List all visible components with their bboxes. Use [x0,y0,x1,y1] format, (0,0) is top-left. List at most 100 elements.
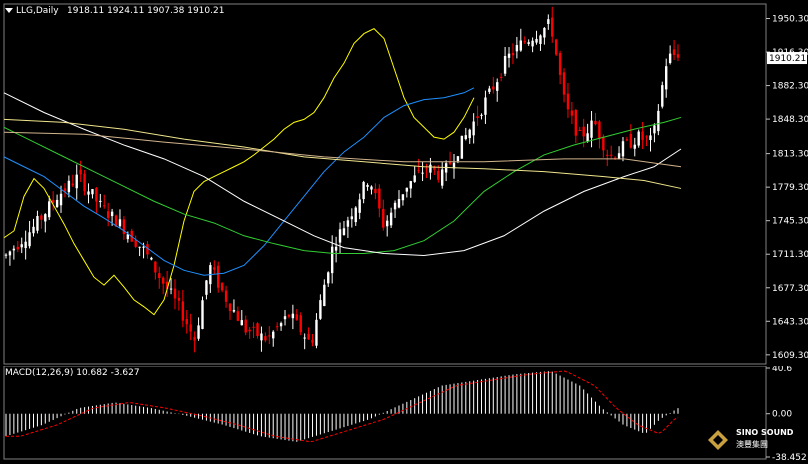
candle-body [20,244,23,248]
chart-ohlc-values: 1918.11 1924.11 1907.38 1910.21 [67,6,225,16]
candle-body [205,280,208,295]
candle-body [264,336,267,341]
macd-plot-frame [3,365,767,460]
candle-body [366,184,369,187]
candle-body [134,240,137,247]
price-y-tick-label: 1677.30 [772,284,808,294]
candle-body [350,216,354,220]
candle-body [629,133,633,148]
candle-body [40,215,43,220]
candle-body [193,336,196,341]
candle-body [594,120,597,125]
candle-body [543,27,546,38]
candle-body [499,76,503,78]
candle-body [126,234,130,240]
price-y-tick-label: 1643.30 [772,317,808,327]
candle-body [613,157,617,159]
price-y-tick-label: 1609.30 [772,351,808,361]
candle-body [319,300,322,319]
candle-body [472,121,475,136]
moving-average-line [3,92,682,257]
candle-body [36,215,39,231]
candle-body [201,300,204,329]
candle-body [323,284,326,307]
candle-body [51,200,55,203]
candle-body [676,54,680,58]
candle-body [441,169,444,186]
candle-body [417,169,420,171]
candle-body [55,199,59,208]
candle-body [448,161,452,165]
candle-body [460,135,464,159]
candle-body [260,333,263,341]
candle-body [519,40,523,51]
candle-body [4,254,8,256]
candle-body [393,202,397,210]
candle-body [389,212,393,226]
candle-body [547,19,550,24]
candle-body [330,246,334,274]
candle-body [346,220,350,227]
candle-body [582,126,585,137]
price-chart-panel[interactable]: 1950.301916.301882.301848.301813.301779.… [0,0,808,366]
candle-body [425,168,428,170]
price-y-tick-label: 1745.30 [772,217,808,227]
macd-panel[interactable]: 40.6 0.00 -38.452 MACD(12,26,9) 10.682 -3.… [0,364,808,463]
candle-body [562,72,566,95]
candle-body [421,172,424,174]
candle-body [378,188,381,209]
candle-body [48,201,51,218]
candle-body [83,173,86,192]
logo-mark-icon [708,430,728,450]
candle-body [244,319,247,333]
chart-symbol-label: LLG,Daily [16,6,59,16]
candle-body [385,220,389,227]
candle-body [106,211,110,218]
macd-y-tick-label: 0.00 [772,410,792,420]
candle-body [32,226,35,234]
candle-body [527,42,530,44]
candle-body [197,325,200,339]
candle-body [240,320,243,326]
candle-body [590,120,593,138]
candle-body [503,56,507,74]
candle-body [405,187,409,192]
candle-body [142,246,145,248]
candle-body [12,248,16,251]
macd-y-tick-label: 40.6 [772,366,792,374]
candle-body [507,53,511,58]
candle-body [484,97,487,115]
logo-text-bottom: 澳豐集團 [736,440,768,449]
candle-body [16,246,19,250]
candle-body [161,277,165,284]
candle-body [177,297,181,301]
candle-body [118,219,122,227]
price-y-tick-label: 1779.30 [772,183,808,193]
menu-triangle-icon[interactable] [5,8,13,13]
candle-body [354,207,357,223]
candle-body [452,162,456,169]
candle-body [334,246,338,251]
price-y-tick-label: 1882.30 [772,82,808,92]
candle-body [641,131,644,140]
candle-body [649,135,652,141]
candle-body [637,131,640,146]
macd-signal-line [6,370,679,442]
candle-body [165,281,169,289]
price-y-tick-label: 1848.30 [772,115,808,125]
candle-body [476,116,479,119]
moving-average-line [3,131,682,168]
candle-body [496,82,499,91]
candle-body [272,331,275,339]
candle-body [150,257,153,260]
candle-body [146,244,149,255]
candle-body [468,129,471,139]
candle-body [338,229,342,243]
candle-body [653,125,656,134]
candle-body [291,313,295,319]
candle-body [189,324,192,332]
candle-body [558,52,562,75]
candle-body [602,136,605,151]
candle-body [342,228,346,235]
candle-body [488,88,491,92]
